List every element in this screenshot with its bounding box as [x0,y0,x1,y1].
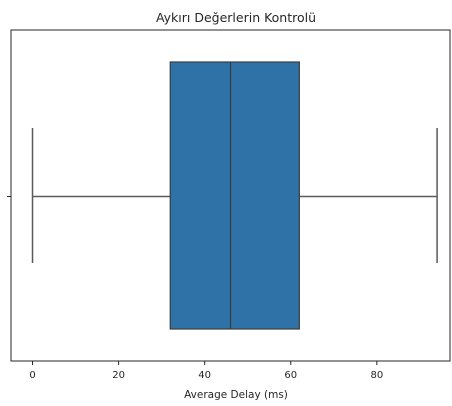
plot-frame [10,29,451,362]
box-layer [31,61,438,330]
x-axis-ticks: 0 20 40 60 80 [29,361,383,381]
x-tick-label: 80 [370,370,383,381]
x-tick-label: 0 [29,370,35,381]
chart-title: Aykırı Değerlerin Kontrolü [156,10,316,25]
x-tick-label: 40 [198,370,211,381]
interquartile-box [169,61,300,330]
x-tick-label: 20 [112,370,125,381]
x-tick-label: 60 [284,370,297,381]
x-axis-label: Average Delay (ms) [184,389,288,401]
